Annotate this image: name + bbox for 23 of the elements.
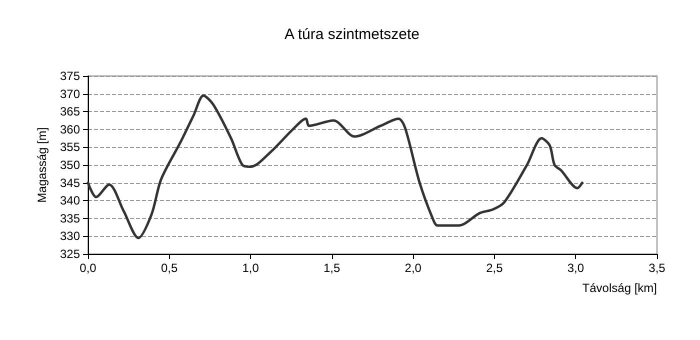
x-tick-label: 1,5	[324, 261, 341, 275]
y-tick-label: 330	[60, 229, 80, 244]
y-axis-title: Magasság [m]	[35, 127, 49, 203]
line-series	[86, 94, 584, 240]
x-tick-label: 3,5	[648, 261, 666, 275]
y-tick-label: 350	[60, 158, 80, 172]
y-tick-label: 355	[60, 140, 80, 154]
y-tick-label: 375	[60, 69, 80, 83]
x-tick-label: 1,0	[242, 261, 260, 275]
x-tick-label: 2,5	[486, 261, 504, 275]
chart-title: A túra szintmetszete	[284, 26, 420, 43]
x-tick-label: 2,0	[404, 261, 422, 275]
y-tick-label: 325	[60, 247, 80, 261]
y-tick-label: 335	[60, 211, 80, 226]
y-tick-label: 365	[60, 104, 80, 119]
y-tick-label: 360	[60, 122, 80, 136]
y-tick-label: 370	[60, 86, 80, 101]
x-tick-label: 3,0	[567, 261, 584, 275]
x-tick-label: 0,5	[160, 261, 178, 275]
y-tick-label: 345	[60, 176, 80, 190]
x-tick-label: 0,0	[80, 261, 97, 275]
x-axis-title: Távolság [km]	[582, 281, 657, 295]
y-tick-label: 340	[60, 194, 80, 208]
